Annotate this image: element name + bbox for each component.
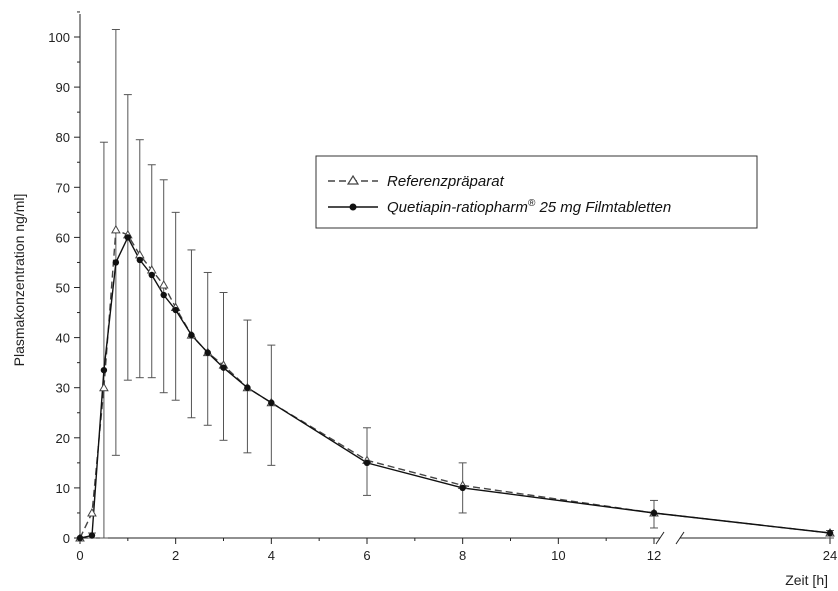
x-tick-label: 24 — [823, 548, 837, 563]
x-tick-label: 4 — [268, 548, 275, 563]
point-quetiapin — [148, 271, 155, 279]
point-quetiapin — [244, 384, 251, 391]
series-line-quetiapin — [79, 235, 831, 539]
point-quetiapin — [136, 256, 143, 264]
point-quetiapin — [826, 529, 834, 537]
point-quetiapin — [100, 366, 108, 374]
x-tick-label: 2 — [172, 548, 179, 563]
y-tick-label: 100 — [48, 30, 70, 45]
point-quetiapin — [124, 234, 132, 241]
x-axis-label: Zeit [h] — [785, 572, 828, 588]
legend-label-quetiapin-suffix: 25 mg Filmtabletten — [535, 199, 671, 216]
point-quetiapin — [172, 306, 179, 314]
y-tick-label: 20 — [56, 431, 70, 446]
error-bar — [111, 28, 120, 456]
x-tick-label: 10 — [551, 548, 565, 563]
y-tick-label: 70 — [56, 180, 70, 195]
point-reference — [87, 507, 97, 517]
y-tick-label: 90 — [56, 80, 70, 95]
x-tick-label: 8 — [459, 548, 466, 563]
legend: Referenzpräparat Quetiapin-ratiopharm® 2… — [315, 155, 758, 229]
x-tick-label: 0 — [76, 548, 83, 563]
point-quetiapin — [204, 349, 211, 356]
point-quetiapin — [160, 291, 167, 299]
point-reference — [158, 279, 169, 289]
point-reference — [99, 382, 109, 392]
point-quetiapin — [650, 509, 658, 517]
point-quetiapin — [459, 484, 466, 492]
chart-series — [75, 28, 835, 542]
legend-label-quetiapin-sup: ® — [528, 198, 536, 209]
legend-marker-quetiapin — [349, 203, 357, 211]
y-axis-label: Plasmakonzentration ng/ml] — [11, 194, 27, 367]
point-quetiapin — [363, 459, 371, 467]
legend-label-quetiapin: Quetiapin-ratiopharm® 25 mg Filmtablette… — [387, 198, 671, 216]
legend-label-reference: Referenzpräparat — [387, 173, 505, 190]
x-axis-break-mark-left — [655, 531, 665, 545]
point-quetiapin — [188, 331, 195, 339]
legend-marker-reference — [346, 174, 360, 185]
point-reference — [111, 224, 121, 234]
series-line-reference — [79, 228, 831, 539]
y-tick-label: 80 — [56, 130, 70, 145]
y-tick-label: 10 — [56, 481, 70, 496]
x-axis-break-mark-right — [675, 531, 685, 545]
point-quetiapin — [76, 534, 84, 542]
y-tick-label: 30 — [56, 381, 70, 396]
point-quetiapin — [220, 364, 227, 371]
y-tick-label: 50 — [56, 281, 70, 296]
y-tick-label: 60 — [56, 230, 70, 245]
legend-box — [315, 155, 758, 229]
point-quetiapin — [268, 399, 275, 406]
x-tick-label: 6 — [363, 548, 370, 563]
x-tick-label: 12 — [647, 548, 661, 563]
y-tick-label: 0 — [63, 531, 70, 546]
error-bar — [99, 141, 108, 539]
point-quetiapin — [88, 532, 96, 539]
point-quetiapin — [112, 259, 120, 266]
y-tick-label: 40 — [56, 331, 70, 346]
legend-label-quetiapin-name: Quetiapin-ratiopharm — [387, 199, 528, 216]
